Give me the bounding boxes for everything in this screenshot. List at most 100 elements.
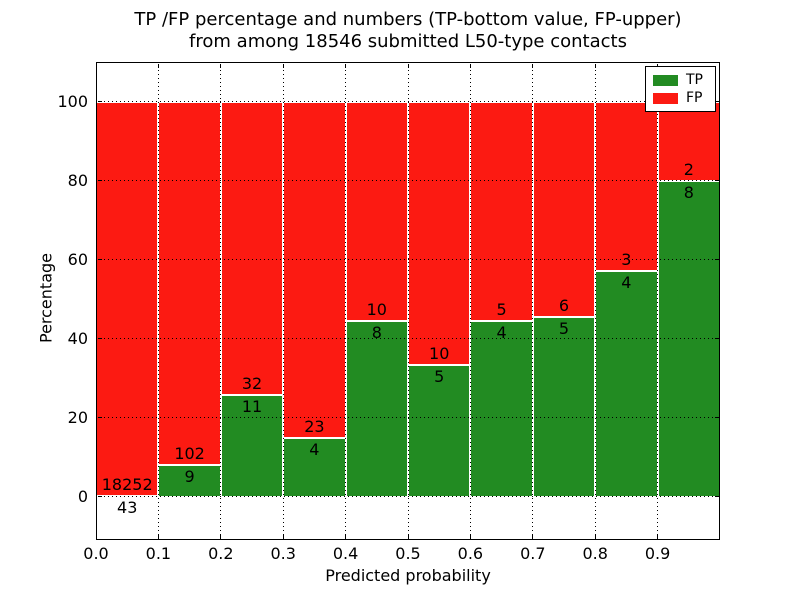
- y-tick-mark-left: [97, 259, 102, 261]
- x-axis-label: Predicted probability: [325, 566, 491, 585]
- fp-count-label: 10: [366, 299, 387, 319]
- fp-count-label: 6: [558, 295, 570, 315]
- tp-color-swatch: [653, 74, 678, 86]
- y-tick-mark-left: [97, 101, 102, 102]
- bar-segment-tp: [408, 364, 471, 497]
- gridline-vertical: [157, 62, 159, 540]
- x-tick-mark-top: [220, 63, 222, 68]
- fp-count-label: 18252: [101, 474, 153, 494]
- bar-segment-tp: [345, 320, 408, 497]
- legend-entry-tp: TP: [653, 72, 709, 88]
- bar-segment-fp: [220, 101, 284, 396]
- fp-count-label: 23: [304, 417, 325, 437]
- x-tick-mark-bottom: [157, 534, 159, 539]
- legend-label-fp: FP: [686, 90, 703, 106]
- x-tick-mark-bottom: [282, 534, 284, 539]
- x-tick-label: 0.3: [270, 544, 296, 563]
- x-tick-mark-top: [532, 63, 534, 68]
- x-tick-mark-top: [157, 63, 159, 68]
- x-tick-mark-bottom: [407, 534, 409, 539]
- chart-title-line1: TP /FP percentage and numbers (TP-bottom…: [134, 9, 682, 30]
- y-tick-label: 60: [67, 249, 88, 269]
- fp-count-label: 3: [621, 249, 632, 269]
- y-tick-mark-left: [97, 417, 102, 419]
- y-tick-label: 80: [67, 170, 88, 190]
- x-tick-mark-top: [345, 63, 347, 68]
- x-tick-mark-bottom: [532, 534, 534, 539]
- bar-segment-fp: [345, 101, 408, 321]
- x-tick-label: 0.6: [457, 544, 484, 563]
- gridline-vertical: [657, 62, 659, 540]
- y-tick-label: 20: [67, 407, 88, 427]
- x-tick-mark-top: [95, 63, 97, 68]
- x-tick-mark-top: [594, 63, 596, 68]
- x-tick-mark-top: [657, 63, 659, 68]
- y-tick-mark-left: [97, 180, 102, 181]
- y-tick-label: 40: [67, 328, 88, 348]
- x-tick-label: 0.8: [582, 544, 608, 563]
- legend-label-tp: TP: [686, 72, 703, 88]
- gridline-vertical: [532, 62, 534, 540]
- bar-segment-fp: [408, 101, 471, 365]
- fp-color-swatch: [653, 92, 678, 104]
- x-tick-label: 0.9: [644, 544, 671, 563]
- x-tick-mark-bottom: [469, 534, 471, 539]
- x-tick-mark-bottom: [594, 534, 596, 539]
- bar-segment-fp: [96, 101, 159, 496]
- y-tick-mark-left: [97, 338, 102, 340]
- y-tick-label: 0: [77, 486, 88, 506]
- bar-segment-fp: [595, 101, 658, 271]
- x-tick-label: 0.0: [83, 544, 109, 563]
- x-tick-mark-top: [407, 63, 409, 68]
- fp-count-label: 10: [429, 343, 450, 363]
- chart-title: TP /FP percentage and numbers (TP-bottom…: [96, 9, 720, 53]
- bar-segment-fp: [470, 101, 533, 321]
- x-tick-mark-bottom: [345, 534, 347, 539]
- bar-segment-tp: [283, 438, 346, 497]
- x-tick-label: 0.1: [145, 544, 172, 563]
- fp-count-label: 5: [496, 299, 507, 319]
- legend: TP FP: [645, 66, 716, 112]
- gridline-vertical: [282, 62, 284, 540]
- gridline-vertical: [469, 62, 471, 540]
- x-tick-label: 0.5: [395, 544, 421, 563]
- x-tick-label: 0.4: [332, 544, 359, 563]
- bar-segment-fp: [283, 101, 346, 439]
- legend-entry-fp: FP: [653, 90, 709, 106]
- tp-count-label: 8: [683, 182, 694, 202]
- gridline-vertical: [594, 62, 596, 540]
- gridline-vertical: [407, 62, 409, 540]
- y-tick-mark-right: [714, 259, 719, 261]
- x-tick-label: 0.7: [520, 544, 546, 563]
- tp-count-label: 43: [117, 497, 138, 517]
- chart-title-line2: from among 18546 submitted L50-type cont…: [189, 31, 627, 52]
- tp-count-label: 4: [621, 272, 632, 292]
- y-tick-mark-right: [714, 180, 719, 181]
- bar-segment-tp: [532, 316, 596, 497]
- tp-count-label: 8: [371, 322, 382, 342]
- y-axis-label: Percentage: [36, 252, 56, 344]
- x-tick-mark-top: [282, 63, 284, 68]
- x-tick-mark-bottom: [95, 534, 97, 539]
- tp-count-label: 4: [496, 322, 507, 342]
- bar-segment-tp: [220, 395, 284, 497]
- x-tick-mark-bottom: [657, 534, 659, 539]
- x-tick-mark-top: [469, 63, 471, 68]
- x-tick-mark-bottom: [220, 534, 222, 539]
- y-tick-mark-right: [714, 338, 719, 340]
- y-tick-mark-right: [714, 101, 719, 102]
- fp-count-label: 32: [241, 374, 263, 394]
- bar-segment-fp: [532, 101, 596, 317]
- tp-count-label: 4: [309, 440, 320, 460]
- gridline-vertical: [220, 62, 222, 540]
- gridline-vertical: [345, 62, 347, 540]
- fp-count-label: 102: [174, 443, 205, 463]
- fp-count-label: 2: [683, 159, 694, 179]
- tp-count-label: 5: [434, 366, 445, 386]
- tp-count-label: 9: [184, 466, 195, 486]
- bar-segment-tp: [158, 464, 221, 497]
- tp-count-label: 5: [558, 318, 570, 338]
- y-tick-mark-right: [714, 417, 719, 419]
- y-tick-mark-right: [714, 496, 719, 498]
